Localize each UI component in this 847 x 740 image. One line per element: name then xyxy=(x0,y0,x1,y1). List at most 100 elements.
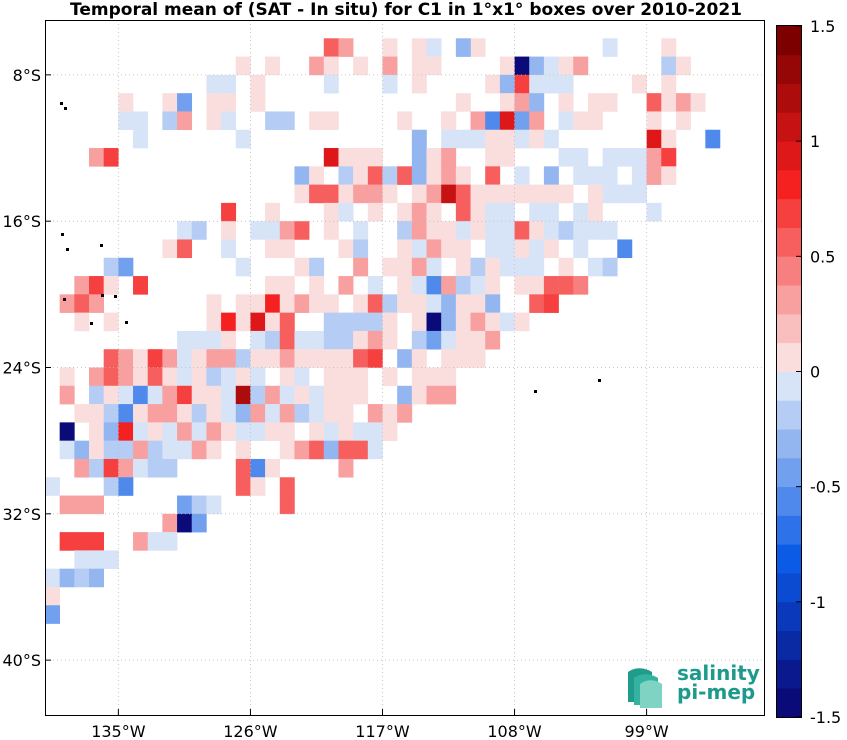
heatmap-cell xyxy=(147,458,163,478)
heatmap-cell xyxy=(279,276,295,295)
heatmap-cell xyxy=(74,312,90,332)
heatmap-cell xyxy=(661,38,677,57)
heatmap-cell xyxy=(294,404,310,423)
heatmap-cell xyxy=(118,349,134,368)
heatmap-cell xyxy=(587,93,603,112)
heatmap-cell xyxy=(543,202,559,222)
heatmap-cell xyxy=(602,148,618,167)
heatmap-cell xyxy=(309,349,325,368)
heatmap-cell xyxy=(250,294,266,313)
heatmap-cell xyxy=(514,56,530,76)
heatmap-cell xyxy=(177,239,193,259)
heatmap-cell xyxy=(602,257,618,277)
colorbar-level xyxy=(777,198,801,228)
colorbar-level xyxy=(777,256,801,286)
heatmap-cell xyxy=(426,148,442,167)
heatmap-cell xyxy=(426,312,442,332)
heatmap-cell xyxy=(206,495,222,515)
heatmap-cell xyxy=(646,148,662,167)
heatmap-cell xyxy=(411,294,427,313)
heatmap-cell xyxy=(103,312,119,332)
island-dot xyxy=(61,233,64,236)
heatmap-cell xyxy=(353,148,369,167)
heatmap-cell xyxy=(514,276,530,295)
heatmap-cell xyxy=(89,148,104,167)
heatmap-cell xyxy=(221,312,237,332)
heatmap-cell xyxy=(353,166,369,185)
logo-wave-icon xyxy=(628,668,662,708)
heatmap-cell xyxy=(470,202,486,222)
heatmap-cell xyxy=(235,440,251,460)
heatmap-cell xyxy=(382,294,398,313)
heatmap-cell xyxy=(353,294,369,313)
heatmap-cell xyxy=(162,458,178,478)
heatmap-cell xyxy=(441,129,457,149)
heatmap-cell xyxy=(441,184,457,204)
heatmap-cell xyxy=(191,330,207,350)
heatmap-cell xyxy=(573,221,589,240)
heatmap-cell xyxy=(441,276,457,295)
island-dot xyxy=(60,102,63,105)
heatmap-cell xyxy=(426,38,442,57)
y-tick-label: 40°S xyxy=(2,651,41,670)
heatmap-cell xyxy=(133,404,149,423)
heatmap-cell xyxy=(177,111,193,131)
heatmap-cell xyxy=(323,202,339,222)
heatmap-cell xyxy=(323,148,339,167)
heatmap-cell xyxy=(147,349,163,368)
heatmap-cell xyxy=(529,74,545,94)
heatmap-cell xyxy=(382,330,398,350)
heatmap-cell xyxy=(646,93,662,112)
heatmap-cell xyxy=(294,184,310,204)
heatmap-cell xyxy=(265,312,281,332)
heatmap-cell xyxy=(206,422,222,441)
heatmap-cell xyxy=(455,202,471,222)
heatmap-cell xyxy=(485,330,501,350)
heatmap-cell xyxy=(147,440,163,460)
heatmap-cell xyxy=(573,148,589,167)
heatmap-cell xyxy=(543,276,559,295)
colorbar-level xyxy=(777,54,801,84)
heatmap-cell xyxy=(529,129,545,149)
colorbar-level xyxy=(777,486,801,516)
heatmap-cell xyxy=(177,422,193,441)
x-tick-label: 117°W xyxy=(355,722,410,740)
heatmap-cell xyxy=(411,148,427,167)
colorbar-level xyxy=(777,659,801,689)
heatmap-cell xyxy=(631,74,647,94)
chart-title: Temporal mean of (SAT - In situ) for C1 … xyxy=(70,0,742,20)
heatmap-cell xyxy=(543,294,559,313)
colorbar-level xyxy=(777,457,801,488)
heatmap-cell xyxy=(470,330,486,350)
heatmap-cell xyxy=(294,440,310,460)
heatmap-cell xyxy=(514,221,530,240)
heatmap-cell xyxy=(646,166,662,185)
y-tick-label: 16°S xyxy=(2,212,41,231)
heatmap-cell xyxy=(309,422,325,441)
colorbar-tick-label: 0 xyxy=(810,363,820,382)
x-tick-label: 126°W xyxy=(223,722,278,740)
heatmap-cell xyxy=(279,239,295,259)
island-dot xyxy=(534,390,537,393)
heatmap-cell xyxy=(455,221,471,240)
heatmap-cell xyxy=(162,93,178,112)
heatmap-cell xyxy=(499,93,515,112)
heatmap-cell xyxy=(455,349,471,368)
heatmap-cell xyxy=(235,367,251,387)
heatmap-cell xyxy=(338,312,354,332)
heatmap-cell xyxy=(294,385,310,405)
heatmap-cell xyxy=(221,93,237,112)
heatmap-cell xyxy=(74,532,90,551)
heatmap-cell xyxy=(265,239,281,259)
heatmap-cell xyxy=(221,330,237,350)
heatmap-cell xyxy=(103,148,119,167)
heatmap-cell xyxy=(89,550,104,569)
heatmap-cell xyxy=(602,93,618,112)
heatmap-cell xyxy=(191,404,207,423)
colorbar-tick-label: 1 xyxy=(810,132,820,151)
heatmap-cell xyxy=(89,404,104,423)
island-dot xyxy=(63,298,66,301)
heatmap-cell xyxy=(250,385,266,405)
heatmap-cell xyxy=(147,367,163,387)
